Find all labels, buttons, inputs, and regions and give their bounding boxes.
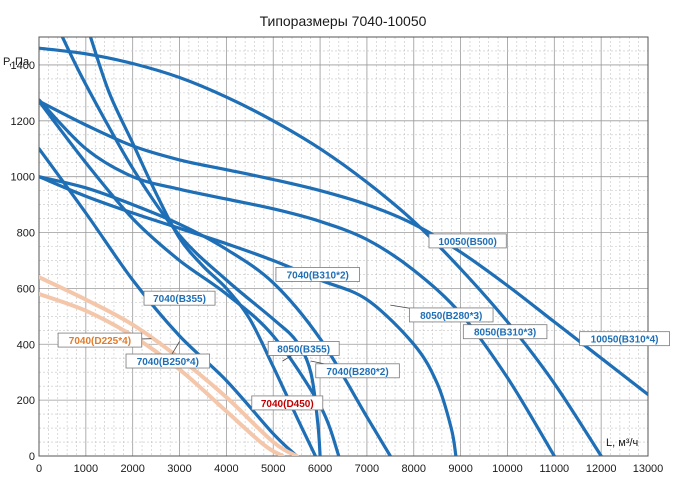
series-line-10: [39, 292, 285, 456]
callout-text: 7040(B355): [153, 294, 206, 305]
callout-box: [275, 267, 360, 282]
x-tick-label: 10000: [492, 463, 523, 475]
x-tick-label: 3000: [167, 463, 191, 475]
x-axis-label: L, м³/ч: [606, 437, 638, 449]
callout-1: 10050(B310*4): [579, 331, 670, 347]
callout-text: 10050(B310*4): [591, 335, 659, 346]
y-tick-label: 0: [29, 451, 35, 463]
x-tick-label: 1000: [74, 463, 98, 475]
x-tick-label: 11000: [539, 463, 569, 475]
callout-text: 7040(B310*2): [287, 270, 349, 281]
x-tick-label: 8000: [402, 463, 426, 475]
callout-text: 7040(D225*4): [69, 336, 131, 347]
y-tick-label: 200: [17, 395, 35, 407]
callout-text: 8050(B310*3): [474, 328, 536, 339]
callout-box: [143, 290, 216, 306]
series-line-6: [60, 37, 322, 456]
series-callouts: 10050(B500) 10050(B310*4) 8050(B310*3) 8050…: [57, 233, 670, 411]
callout-box: [579, 331, 670, 347]
x-tick-label: 5000: [261, 463, 285, 475]
callout-box: [251, 395, 324, 411]
callout-text: 8050(B280*3): [420, 311, 482, 322]
y-axis-label: P, Па: [3, 56, 30, 68]
callout-0: 10050(B500): [428, 233, 507, 249]
x-tick-label: 7000: [355, 463, 379, 475]
grid: [38, 36, 649, 457]
callout-9: 7040(D225*4): [57, 332, 152, 348]
callout-text: 7040(B250*4): [137, 357, 199, 368]
y-tick-label: 1400: [11, 60, 35, 72]
series-line-4: [39, 175, 392, 456]
x-tick-label: 9000: [448, 463, 472, 475]
callout-6: 8050(B355): [267, 341, 340, 362]
callout-text: 10050(B500): [438, 237, 496, 248]
callout-5: 7040(B280*2): [310, 360, 400, 379]
x-tick-label: 4000: [214, 463, 238, 475]
callout-text: 8050(B355): [277, 344, 330, 355]
callout-text: 7040(D450): [261, 399, 314, 410]
x-tick-label: 6000: [308, 463, 332, 475]
x-tick-label: 13000: [633, 463, 664, 475]
y-tick-label: 1000: [11, 172, 35, 184]
plot-frame: [38, 36, 649, 457]
callout-10: 7040(D450): [251, 395, 324, 411]
y-tick-label: 400: [17, 339, 35, 351]
callout-box: [428, 233, 507, 249]
axes: 0 1000 2000 3000 4000 5000 6000 7000 8000 9000 100…: [11, 36, 664, 475]
x-tick-label: 12000: [586, 463, 617, 475]
callout-text: 7040(B280*2): [326, 367, 388, 378]
y-tick-label: 600: [17, 283, 35, 295]
callout-box: [315, 363, 400, 379]
series-line-7: [88, 37, 317, 456]
x-tick-label: 0: [36, 463, 42, 475]
callout-3: 8050(B280*3): [390, 304, 494, 323]
y-tick-label: 1200: [11, 116, 35, 128]
callout-box: [125, 353, 211, 369]
chart-title: Типоразмеры 7040-10050: [260, 13, 427, 29]
callout-4: 7040(B310*2): [275, 267, 360, 282]
callout-box: [57, 332, 143, 348]
callout-2: 8050(B310*3): [462, 324, 548, 340]
series-line-8: [39, 147, 299, 456]
series-line-1: [39, 99, 648, 397]
callout-7: 7040(B355): [143, 290, 216, 306]
x-tick-label: 2000: [120, 463, 144, 475]
callout-box: [267, 341, 340, 356]
callout-8: 7040(B250*4): [125, 341, 211, 369]
callout-box: [462, 324, 548, 340]
callout-box: [409, 307, 494, 323]
y-tick-label: 800: [17, 228, 35, 240]
